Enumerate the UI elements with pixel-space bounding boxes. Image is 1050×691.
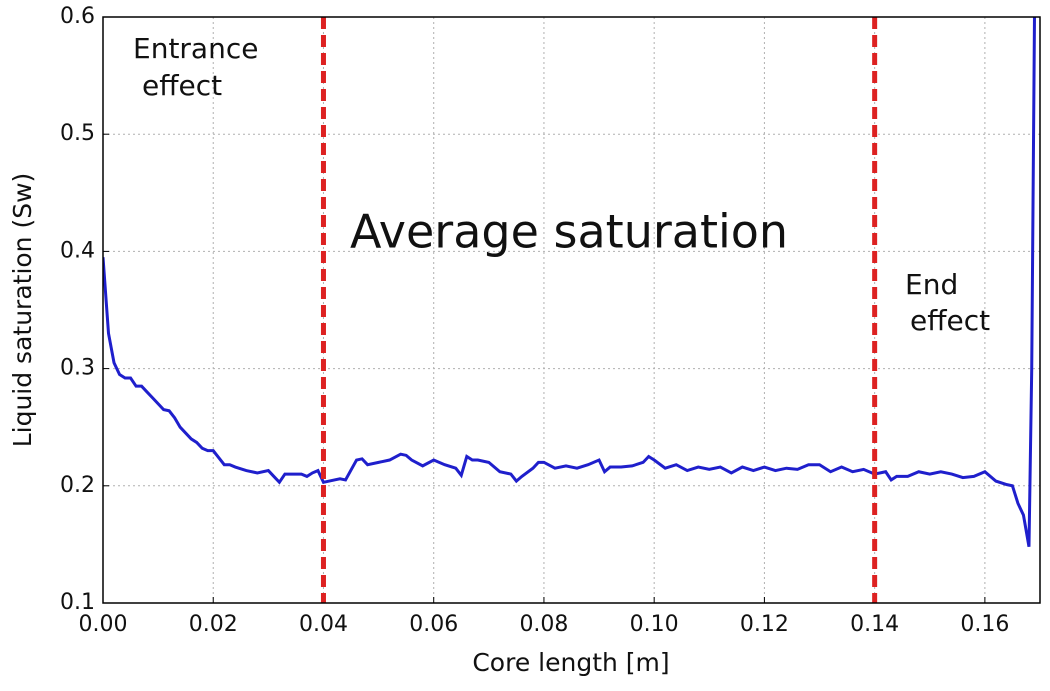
annotation: effect <box>910 304 990 337</box>
y-tick-label: 0.3 <box>60 356 95 381</box>
x-tick-label: 0.04 <box>299 612 348 637</box>
y-tick-label: 0.6 <box>60 4 95 29</box>
y-tick-label: 0.4 <box>60 238 95 263</box>
y-tick-label: 0.2 <box>60 473 95 498</box>
x-tick-label: 0.00 <box>79 612 128 637</box>
x-tick-label: 0.06 <box>409 612 458 637</box>
y-tick-label: 0.5 <box>60 121 95 146</box>
x-tick-label: 0.12 <box>740 612 789 637</box>
annotation: Average saturation <box>350 205 788 259</box>
annotation: effect <box>142 69 222 102</box>
plot-frame <box>102 16 1041 604</box>
x-axis-label: Core length [m] <box>472 648 669 677</box>
x-tick-label: 0.10 <box>630 612 679 637</box>
x-tick-label: 0.08 <box>519 612 568 637</box>
x-tick-label: 0.02 <box>189 612 238 637</box>
annotation: End <box>905 268 958 301</box>
data-line <box>103 17 1036 547</box>
x-tick-label: 0.14 <box>850 612 899 637</box>
y-tick-label: 0.1 <box>60 590 95 615</box>
annotation: Entrance <box>133 32 258 65</box>
x-tick-label: 0.16 <box>960 612 1009 637</box>
y-axis-label: Liquid saturation (Sw) <box>8 173 37 448</box>
